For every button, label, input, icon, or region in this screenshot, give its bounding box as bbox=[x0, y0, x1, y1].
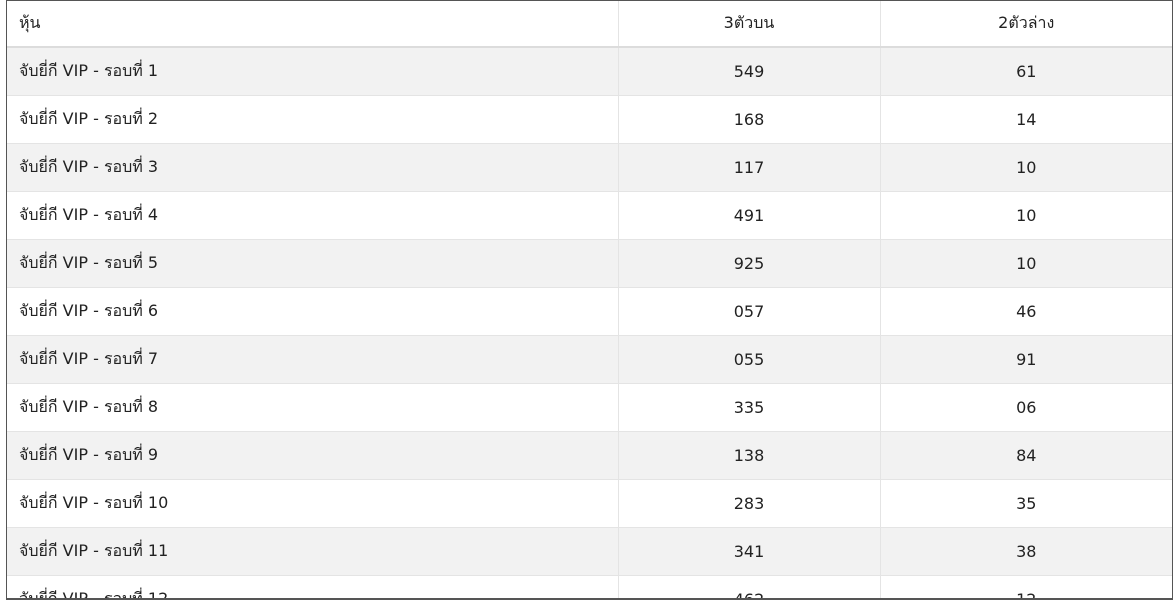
row-label: จับยี่กี VIP - รอบที่ 10 bbox=[7, 479, 619, 528]
result-cell: 168 bbox=[618, 95, 881, 144]
result-cell: 055 bbox=[618, 335, 881, 384]
table-row: จับยี่กี VIP - รอบที่ 12 462 12 bbox=[7, 575, 1172, 598]
table-frame: หุ้น 3ตัวบน 2ตัวล่าง จับยี่กี VIP - รอบท… bbox=[6, 0, 1173, 600]
result-cell: 14 bbox=[880, 95, 1172, 144]
table-row: จับยี่กี VIP - รอบที่ 11 341 38 bbox=[7, 527, 1172, 576]
row-label: จับยี่กี VIP - รอบที่ 8 bbox=[7, 383, 619, 432]
result-cell: 117 bbox=[618, 143, 881, 192]
table-row: จับยี่กี VIP - รอบที่ 8 335 06 bbox=[7, 383, 1172, 432]
result-cell: 462 bbox=[618, 575, 881, 598]
header-row: หุ้น 3ตัวบน 2ตัวล่าง bbox=[7, 1, 1172, 48]
table-row: จับยี่กี VIP - รอบที่ 3 117 10 bbox=[7, 143, 1172, 192]
row-label: จับยี่กี VIP - รอบที่ 5 bbox=[7, 239, 619, 288]
table-row: จับยี่กี VIP - รอบที่ 9 138 84 bbox=[7, 431, 1172, 480]
row-label: จับยี่กี VIP - รอบที่ 12 bbox=[7, 575, 619, 598]
result-cell: 341 bbox=[618, 527, 881, 576]
row-label: จับยี่กี VIP - รอบที่ 3 bbox=[7, 143, 619, 192]
row-label: จับยี่กี VIP - รอบที่ 11 bbox=[7, 527, 619, 576]
result-cell: 138 bbox=[618, 431, 881, 480]
table-row: จับยี่กี VIP - รอบที่ 6 057 46 bbox=[7, 287, 1172, 336]
result-cell: 10 bbox=[880, 239, 1172, 288]
result-cell: 057 bbox=[618, 287, 881, 336]
row-label: จับยี่กี VIP - รอบที่ 2 bbox=[7, 95, 619, 144]
result-cell: 61 bbox=[880, 46, 1172, 96]
result-cell: 283 bbox=[618, 479, 881, 528]
row-label: จับยี่กี VIP - รอบที่ 6 bbox=[7, 287, 619, 336]
row-label: จับยี่กี VIP - รอบที่ 4 bbox=[7, 191, 619, 240]
result-cell: 925 bbox=[618, 239, 881, 288]
result-cell: 10 bbox=[880, 191, 1172, 240]
result-cell: 91 bbox=[880, 335, 1172, 384]
result-cell: 35 bbox=[880, 479, 1172, 528]
result-cell: 491 bbox=[618, 191, 881, 240]
table-row: จับยี่กี VIP - รอบที่ 1 549 61 bbox=[7, 46, 1172, 96]
header-cell: 2ตัวล่าง bbox=[880, 1, 1172, 48]
result-cell: 38 bbox=[880, 527, 1172, 576]
result-cell: 10 bbox=[880, 143, 1172, 192]
table-body: จับยี่กี VIP - รอบที่ 1 549 61 จับยี่กี VIP… bbox=[7, 46, 1172, 598]
table-header: หุ้น 3ตัวบน 2ตัวล่าง bbox=[7, 1, 1172, 48]
table-row: จับยี่กี VIP - รอบที่ 2 168 14 bbox=[7, 95, 1172, 144]
row-label: จับยี่กี VIP - รอบที่ 1 bbox=[7, 46, 619, 96]
results-table: หุ้น 3ตัวบน 2ตัวล่าง จับยี่กี VIP - รอบท… bbox=[7, 1, 1172, 598]
table-row: จับยี่กี VIP - รอบที่ 5 925 10 bbox=[7, 239, 1172, 288]
row-label: จับยี่กี VIP - รอบที่ 9 bbox=[7, 431, 619, 480]
table-row: จับยี่กี VIP - รอบที่ 7 055 91 bbox=[7, 335, 1172, 384]
row-label: จับยี่กี VIP - รอบที่ 7 bbox=[7, 335, 619, 384]
header-cell: 3ตัวบน bbox=[618, 1, 881, 48]
result-cell: 335 bbox=[618, 383, 881, 432]
table-row: จับยี่กี VIP - รอบที่ 4 491 10 bbox=[7, 191, 1172, 240]
result-cell: 46 bbox=[880, 287, 1172, 336]
result-cell: 12 bbox=[880, 575, 1172, 598]
header-cell: หุ้น bbox=[7, 1, 619, 48]
result-cell: 549 bbox=[618, 46, 881, 96]
result-cell: 06 bbox=[880, 383, 1172, 432]
table-row: จับยี่กี VIP - รอบที่ 10 283 35 bbox=[7, 479, 1172, 528]
result-cell: 84 bbox=[880, 431, 1172, 480]
